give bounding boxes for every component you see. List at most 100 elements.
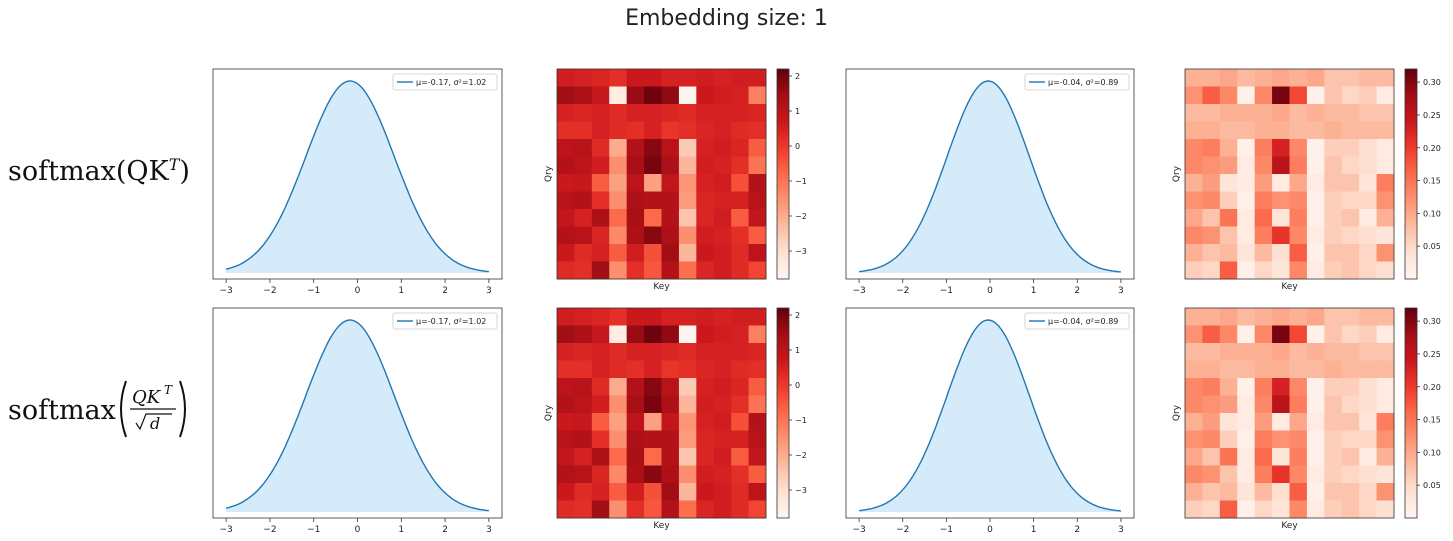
heatmap-cell: [1359, 430, 1377, 449]
colorbar-segment: [777, 265, 789, 269]
heatmap-cell: [713, 395, 732, 414]
heatmap-frame: [1184, 307, 1395, 519]
heatmap-cell: [626, 174, 645, 192]
heatmap-cell: [1202, 139, 1221, 157]
heatmap-cell: [1324, 191, 1343, 210]
colorbar-segment: [777, 226, 789, 231]
colorbar-segment: [777, 79, 789, 84]
colorbar-segment: [777, 322, 789, 326]
colorbar-tick-label: 0.15: [1423, 416, 1441, 425]
heatmap-cell: [1254, 121, 1273, 140]
x-tick-label: −2: [263, 286, 276, 296]
heatmap-cell: [591, 104, 610, 122]
heatmap-cell: [661, 360, 680, 379]
colorbar-segment: [777, 420, 789, 424]
heatmap-cell: [1341, 104, 1360, 122]
heatmap-cell: [678, 413, 697, 431]
heatmap-cell: [713, 448, 732, 466]
heatmap-cell: [713, 139, 732, 157]
heatmap-cell: [1219, 308, 1238, 326]
heatmap-cell: [1237, 448, 1256, 466]
heatmap-cell: [644, 325, 662, 344]
heatmap-cell: [1341, 308, 1360, 326]
colorbar-segment: [1405, 104, 1417, 108]
heatmap-cell: [557, 86, 575, 105]
heatmap-cell: [1202, 448, 1221, 466]
heatmap-cell: [1272, 395, 1290, 414]
heatmap-cell: [1237, 226, 1256, 245]
colorbar-segment: [777, 258, 789, 262]
heatmap-cell: [678, 226, 697, 245]
colorbar-segment: [1405, 322, 1417, 326]
x-tick-label: 1: [1031, 286, 1037, 296]
colorbar-segment: [1405, 202, 1417, 206]
x-tick-label: −1: [307, 525, 320, 535]
heatmap-cell: [591, 261, 610, 280]
colorbar-segment: [1405, 72, 1417, 77]
heatmap-cell: [1272, 121, 1290, 140]
heatmap-cell: [1272, 325, 1290, 344]
colorbar-segment: [1405, 402, 1417, 407]
heatmap-cell: [1185, 343, 1203, 361]
colorbar-segment: [1405, 371, 1417, 375]
heatmap-cell: [1306, 139, 1325, 157]
heatmap-cell: [731, 174, 749, 192]
colorbar-segment: [1405, 490, 1417, 494]
heatmap-cell: [713, 500, 732, 519]
heatmap-cell: [1289, 244, 1308, 262]
heatmap-cell: [1185, 448, 1203, 466]
heatmap-cell: [574, 378, 593, 396]
heatmap-cell: [1237, 483, 1256, 501]
heatmap-cell: [1219, 174, 1238, 192]
colorbar-segment: [1405, 329, 1417, 333]
svg-text:QK: QK: [132, 387, 162, 408]
colorbar-segment: [1405, 254, 1417, 259]
heatmap-cell: [1359, 261, 1377, 280]
heatmap-cell: [1359, 121, 1377, 140]
heatmap-cell: [574, 325, 593, 344]
heatmap-cell: [1324, 156, 1343, 175]
heatmap-cell: [748, 500, 767, 519]
colorbar-segment: [777, 388, 789, 393]
colorbar-segment: [1405, 86, 1417, 91]
heatmap-cell: [609, 104, 628, 122]
colorbar-segment: [777, 423, 789, 428]
heatmap-cell: [1376, 104, 1395, 122]
heatmap-cell: [731, 226, 749, 245]
heatmap-cell: [1324, 104, 1343, 122]
colorbar-segment: [1405, 364, 1417, 368]
colorbar-segment: [1405, 353, 1417, 358]
heatmap-cell: [1272, 378, 1290, 396]
heatmap-cell: [1359, 378, 1377, 396]
heatmap-cell: [1254, 226, 1273, 245]
colorbar-tick-label: 0.25: [1423, 350, 1441, 359]
colorbar-segment: [777, 149, 789, 154]
heatmap-cell: [591, 139, 610, 157]
colorbar-segment: [777, 413, 789, 417]
heatmap-cell: [1254, 343, 1273, 361]
colorbar-segment: [1405, 111, 1417, 115]
colorbar-segment: [777, 500, 789, 505]
colorbar-segment: [1405, 339, 1417, 344]
colorbar-segment: [777, 86, 789, 91]
heatmap-cell: [661, 395, 680, 414]
colorbar-segment: [1405, 181, 1417, 185]
legend-label: μ=-0.17, σ²=1.02: [416, 78, 486, 87]
heatmap-cell: [1185, 360, 1203, 379]
heatmap-cell: [644, 308, 662, 326]
heatmap-cell: [609, 86, 628, 105]
heatmap-cell: [1202, 156, 1221, 175]
heatmap-cell: [574, 191, 593, 210]
colorbar-segment: [1405, 500, 1417, 505]
colorbar-segment: [777, 202, 789, 206]
heatmap-cell: [1306, 244, 1325, 262]
colorbar-segment: [1405, 114, 1417, 119]
colorbar-segment: [1405, 167, 1417, 171]
heatmap-cell: [644, 378, 662, 396]
heatmap-cell: [1272, 244, 1290, 262]
colorbar-segment: [777, 254, 789, 259]
heatmap-cell: [1341, 191, 1360, 210]
heatmap-cell: [696, 360, 715, 379]
colorbar-segment: [777, 97, 789, 101]
heatmap-cell: [713, 226, 732, 245]
